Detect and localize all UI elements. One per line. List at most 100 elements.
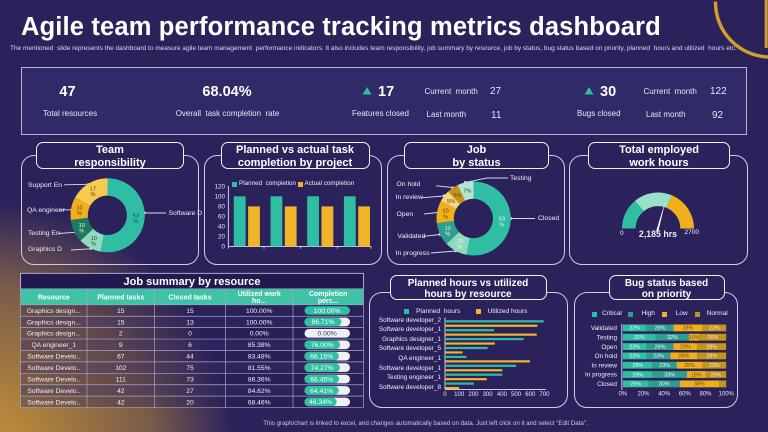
svg-text:300: 300 — [483, 391, 494, 398]
svg-text:23%: 23% — [709, 326, 720, 332]
svg-text:38%: 38% — [694, 382, 705, 388]
svg-text:15: 15 — [117, 319, 125, 326]
svg-text:74.27%: 74.27% — [311, 365, 334, 372]
svg-text:29%: 29% — [632, 372, 643, 378]
svg-text:100: 100 — [215, 194, 226, 201]
svg-text:600: 600 — [525, 391, 536, 398]
svg-text:6: 6 — [188, 342, 192, 349]
svg-text:25%: 25% — [630, 382, 641, 388]
svg-text:40%: 40% — [658, 392, 671, 398]
svg-text:100.00%: 100.00% — [246, 308, 272, 315]
svg-text:86.71%: 86.71% — [311, 319, 334, 326]
svg-text:73: 73 — [186, 376, 194, 383]
svg-text:23%: 23% — [629, 354, 640, 360]
svg-text:17: 17 — [90, 186, 96, 192]
svg-text:23%: 23% — [629, 344, 640, 350]
svg-text:120: 120 — [215, 184, 226, 191]
svg-text:60%: 60% — [679, 392, 692, 398]
svg-text:100.00%: 100.00% — [314, 308, 341, 315]
svg-text:%: % — [445, 232, 450, 238]
svg-text:23%: 23% — [680, 344, 691, 350]
svg-text:60: 60 — [218, 214, 225, 221]
svg-text:Software Develo..: Software Develo.. — [27, 388, 80, 395]
svg-text:20%: 20% — [637, 392, 650, 398]
svg-text:%: % — [133, 219, 138, 225]
svg-text:100: 100 — [454, 391, 465, 398]
svg-text:%: % — [457, 245, 462, 251]
svg-text:Planned tasks: Planned tasks — [97, 294, 144, 301]
svg-text:0.00%: 0.00% — [250, 331, 269, 338]
svg-text:27: 27 — [186, 388, 194, 395]
svg-text:20: 20 — [218, 234, 225, 241]
svg-text:QA engineer_1: QA engineer_1 — [31, 342, 76, 349]
svg-text:Software Develo..: Software Develo.. — [27, 365, 80, 372]
svg-text:%: % — [91, 192, 96, 198]
svg-text:29%: 29% — [632, 363, 643, 369]
svg-text:100.00%: 100.00% — [246, 319, 272, 326]
svg-text:10%: 10% — [689, 335, 700, 341]
svg-text:25%: 25% — [684, 363, 695, 369]
svg-text:111: 111 — [116, 376, 126, 383]
svg-text:10: 10 — [442, 209, 448, 215]
svg-text:Completion: Completion — [309, 291, 348, 298]
svg-text:13: 13 — [186, 319, 194, 326]
svg-text:44: 44 — [186, 354, 194, 361]
svg-text:0: 0 — [443, 391, 447, 398]
svg-text:30%: 30% — [659, 382, 670, 388]
svg-text:2: 2 — [119, 331, 123, 338]
svg-text:Software Develo..: Software Develo.. — [27, 354, 80, 361]
svg-text:84.62%: 84.62% — [248, 388, 271, 395]
svg-text:Graphics design...: Graphics design... — [27, 319, 81, 326]
svg-text:76.00%: 76.00% — [311, 342, 334, 349]
svg-text:ho...: ho... — [252, 298, 266, 305]
svg-text:Software Develo..: Software Develo.. — [27, 399, 80, 406]
svg-text:9: 9 — [119, 342, 123, 349]
svg-text:200: 200 — [468, 391, 479, 398]
svg-text:40: 40 — [218, 224, 225, 231]
svg-text:Open: Open — [601, 344, 617, 351]
svg-text:53: 53 — [499, 217, 505, 223]
svg-text:20: 20 — [186, 399, 194, 406]
svg-text:5%: 5% — [447, 199, 455, 205]
svg-text:0.00%: 0.00% — [318, 331, 337, 338]
svg-text:On hold: On hold — [595, 353, 618, 360]
svg-text:Closed: Closed — [597, 381, 617, 388]
svg-text:%: % — [443, 214, 448, 220]
svg-text:10: 10 — [445, 226, 451, 232]
svg-text:Closed tasks: Closed tasks — [168, 294, 211, 301]
svg-text:400: 400 — [497, 391, 508, 398]
svg-text:23%: 23% — [629, 326, 640, 332]
svg-text:67: 67 — [117, 354, 125, 361]
svg-text:26%: 26% — [655, 326, 666, 332]
svg-text:Resource: Resource — [38, 294, 70, 301]
svg-text:23%: 23% — [709, 363, 720, 369]
svg-text:%: % — [79, 229, 84, 235]
svg-text:32%: 32% — [667, 335, 678, 341]
svg-text:42: 42 — [117, 388, 125, 395]
svg-text:10: 10 — [91, 236, 97, 242]
svg-text:66.45%: 66.45% — [310, 376, 333, 383]
svg-text:%: % — [91, 241, 96, 247]
svg-text:Graphics design...: Graphics design... — [27, 308, 81, 315]
svg-text:0%: 0% — [618, 392, 627, 398]
svg-text:100%: 100% — [719, 392, 735, 398]
svg-text:Software Develo..: Software Develo.. — [27, 376, 80, 383]
svg-text:In progress: In progress — [585, 372, 617, 379]
svg-text:85.38%: 85.38% — [248, 342, 271, 349]
svg-text:42: 42 — [117, 399, 125, 406]
svg-text:28%: 28% — [706, 354, 717, 360]
svg-text:Utilized work: Utilized work — [238, 291, 281, 298]
svg-text:23%: 23% — [659, 363, 670, 369]
svg-text:66.15%: 66.15% — [310, 354, 333, 361]
svg-text:Job summary by resource: Job summary by resource — [124, 276, 261, 288]
svg-text:7%: 7% — [463, 189, 471, 195]
svg-text:5%: 5% — [453, 193, 461, 199]
svg-text:80%: 80% — [699, 392, 712, 398]
svg-text:20%: 20% — [711, 372, 722, 378]
svg-text:102: 102 — [115, 365, 126, 372]
svg-text:In review: In review — [591, 362, 617, 369]
svg-text:%: % — [499, 222, 504, 228]
svg-text:26%: 26% — [655, 344, 666, 350]
svg-text:Testing: Testing — [597, 334, 618, 341]
svg-text:15: 15 — [117, 308, 125, 315]
